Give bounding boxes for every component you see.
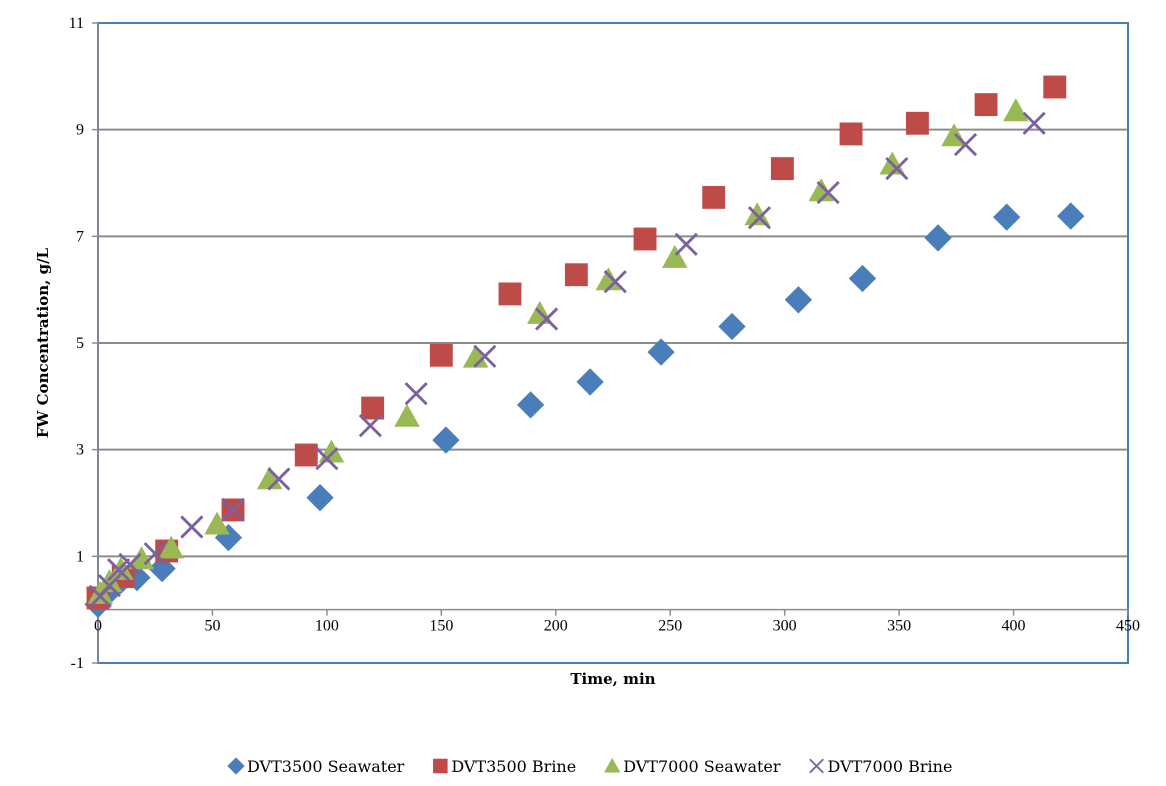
y-tick-label: 1 [76, 548, 84, 565]
y-tick-label: -1 [71, 655, 84, 672]
legend-item: DVT7000 Brine [809, 757, 953, 776]
data-point [770, 157, 794, 181]
data-point [267, 467, 291, 491]
data-point [1057, 202, 1085, 230]
data-point [702, 185, 726, 209]
data-point [180, 515, 204, 539]
x-tick-label: 100 [315, 618, 339, 635]
data-point [603, 270, 627, 294]
legend-label: DVT3500 Brine [451, 757, 576, 776]
data-point [535, 307, 559, 331]
x-tick-label: 50 [204, 618, 220, 635]
data-point [221, 497, 245, 521]
data-point [97, 574, 122, 598]
data-point [158, 535, 185, 559]
data-point [848, 264, 877, 293]
legend-marker [227, 757, 245, 775]
y-tick-label: 5 [76, 335, 84, 352]
data-point [816, 181, 840, 205]
legend: DVT3500 Seawater DVT3500 Brine DVT7000 Sea… [227, 757, 952, 776]
data-point [118, 552, 142, 576]
legend-label: DVT7000 Seawater [623, 757, 781, 776]
data-point [674, 232, 698, 256]
data-point [564, 263, 588, 287]
data-point [404, 382, 428, 406]
data-point [576, 368, 604, 396]
data-point [473, 344, 497, 368]
data-point [974, 93, 998, 117]
y-tick-label: 11 [69, 15, 84, 32]
data-point [432, 426, 460, 454]
data-point [885, 157, 909, 181]
data-point [718, 312, 746, 341]
y-tick-label: 7 [76, 228, 84, 245]
data-point [462, 344, 489, 368]
data-point [361, 396, 385, 420]
data-point [87, 580, 114, 604]
x-tick-label: 200 [544, 618, 568, 635]
legend-marker [433, 758, 448, 774]
legend-marker [809, 758, 824, 774]
data-point [595, 267, 622, 291]
data-point [784, 286, 813, 314]
x-tick-label: 250 [658, 618, 682, 635]
y-axis-title: FW Concentration, g/L [34, 247, 52, 438]
data-point [306, 484, 334, 512]
legend-label: DVT7000 Brine [828, 757, 953, 776]
legend-marker [604, 757, 621, 773]
legend-item: DVT3500 Seawater [227, 757, 405, 776]
y-tick-label: 3 [76, 442, 84, 459]
data-point [394, 403, 420, 427]
legend-label: DVT3500 Seawater [247, 757, 405, 776]
data-point [516, 391, 545, 419]
data-point [294, 443, 318, 467]
data-point [747, 206, 772, 230]
data-point [662, 244, 688, 268]
data-point [358, 414, 382, 438]
tick-labels: 0 50 100 150 200 250 300 350 400 450 -1 1 3 5 7 9 11 [69, 15, 1140, 672]
legend-item: DVT3500 Brine [433, 757, 576, 776]
data-point [993, 203, 1021, 231]
x-tick-label: 350 [887, 618, 911, 635]
data-point [107, 558, 131, 582]
data-point [143, 542, 167, 566]
data-point [429, 343, 453, 367]
x-tick-label: 300 [773, 618, 797, 635]
x-tick-label: 400 [1002, 618, 1026, 635]
data-point [647, 338, 675, 366]
data-point [808, 178, 835, 202]
data-point [1022, 111, 1046, 135]
data-point [953, 133, 978, 157]
data-point [315, 447, 339, 471]
data-point [498, 282, 522, 306]
data-point [839, 122, 863, 146]
y-tick-label: 9 [76, 122, 84, 139]
data-point [1003, 98, 1029, 122]
gridlines [98, 128, 1128, 558]
x-tick-label: 150 [429, 618, 453, 635]
data-point [905, 111, 929, 135]
data-point [1043, 75, 1067, 99]
axes [92, 22, 1129, 664]
data-point [204, 511, 230, 535]
x-axis-title: Time, min [570, 670, 655, 688]
data-point [924, 224, 952, 252]
x-tick-label: 450 [1116, 618, 1140, 635]
legend-item: DVT7000 Seawater [604, 757, 781, 776]
series-4 [88, 111, 1046, 608]
data-point [128, 546, 155, 570]
data-point [633, 227, 657, 251]
x-tick-label: 0 [94, 618, 102, 635]
data-points [84, 75, 1085, 618]
